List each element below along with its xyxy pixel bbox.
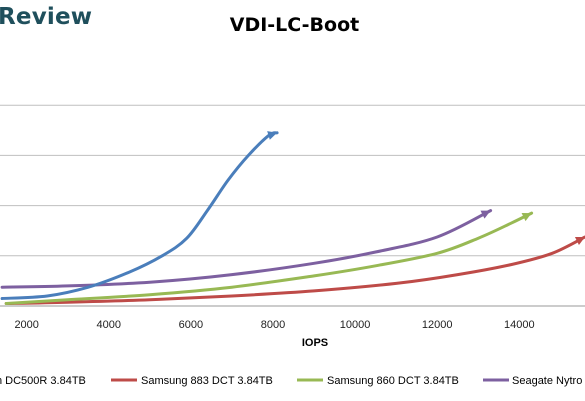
x-tick-4000: 4000 — [97, 319, 121, 331]
legend-label-1: Samsung 883 DCT 3.84TB — [141, 375, 273, 387]
series-line-2 — [4, 211, 534, 305]
x-tick-labels: 2000 4000 6000 8000 10000 12000 14000 — [14, 319, 534, 331]
legend-label-3: Seagate Nytro — [512, 375, 582, 387]
x-axis-label: IOPS — [302, 337, 328, 349]
series-line-1 — [4, 235, 585, 305]
legend: n DC500R 3.84TB Samsung 883 DCT 3.84TB Sam… — [0, 375, 582, 387]
x-tick-14000: 14000 — [504, 319, 535, 331]
x-tick-10000: 10000 — [340, 319, 371, 331]
series-arrow-1 — [574, 236, 585, 246]
series-line-3 — [0, 209, 493, 289]
x-tick-2000: 2000 — [14, 319, 38, 331]
chart-title: VDI-LC-Boot — [229, 14, 360, 36]
series-arrow-3 — [480, 210, 491, 219]
x-tick-6000: 6000 — [179, 319, 203, 331]
series-arrow-2 — [521, 213, 532, 222]
legend-label-0: n DC500R 3.84TB — [0, 375, 86, 387]
x-tick-12000: 12000 — [422, 319, 453, 331]
legend-label-2: Samsung 860 DCT 3.84TB — [327, 375, 459, 387]
x-tick-8000: 8000 — [261, 319, 285, 331]
series-group — [0, 131, 585, 305]
series-arrow-0 — [267, 131, 278, 140]
grid-lines — [0, 104, 585, 307]
brand-logo-text: Review — [0, 4, 93, 30]
series-line-0 — [0, 131, 279, 300]
